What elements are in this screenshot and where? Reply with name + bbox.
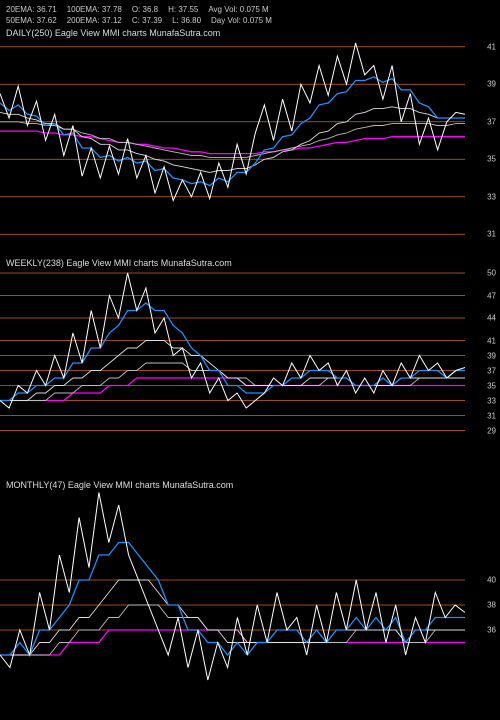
y-tick-label: 37: [487, 117, 496, 126]
chart-panel-1: WEEKLY(238) Eagle View MMI charts Munafa…: [0, 258, 500, 438]
header-stat: H: 37.55: [168, 5, 198, 14]
chart-svg: [0, 480, 465, 705]
y-tick-label: 38: [487, 601, 496, 610]
y-tick-label: 44: [487, 314, 496, 323]
header-stat: O: 36.8: [132, 5, 158, 14]
ema-header: 20EMA: 36.71 100EMA: 37.78 O: 36.8 H: 37.55…: [0, 0, 500, 30]
header-row-2: 50EMA: 37.62 200EMA: 37.12 C: 37.39 L: 36.8…: [6, 15, 494, 26]
header-stat: 200EMA: 37.12: [67, 16, 122, 25]
plot-area: [0, 28, 465, 253]
header-stat: Day Vol: 0.075 M: [211, 16, 272, 25]
y-tick-label: 33: [487, 192, 496, 201]
chart-panel-2: MONTHLY(47) Eagle View MMI charts Munafa…: [0, 480, 500, 705]
chart-panel-0: DAILY(250) Eagle View MMI charts MunafaS…: [0, 28, 500, 253]
y-axis-labels: 31 33 35 37 39 41: [465, 28, 500, 253]
header-stat: C: 37.39: [132, 16, 162, 25]
header-stat: 20EMA: 36.71: [6, 5, 57, 14]
header-stat: L: 36.80: [172, 16, 201, 25]
y-tick-label: 47: [487, 291, 496, 300]
y-axis-labels: 29 31 33 35 37 39 41 44 47 50: [465, 258, 500, 438]
header-stat: 50EMA: 37.62: [6, 16, 57, 25]
series-price: [0, 493, 465, 681]
header-stat: Avg Vol: 0.075 M: [208, 5, 268, 14]
y-tick-label: 50: [487, 269, 496, 278]
y-tick-label: 35: [487, 155, 496, 164]
y-tick-label: 37: [487, 366, 496, 375]
series-ema50: [0, 107, 465, 173]
y-tick-label: 40: [487, 576, 496, 585]
chart-svg: [0, 28, 465, 253]
y-tick-label: 36: [487, 626, 496, 635]
y-tick-label: 41: [487, 336, 496, 345]
y-tick-label: 31: [487, 411, 496, 420]
y-axis-labels: 36 38 40: [465, 480, 500, 705]
y-tick-label: 39: [487, 351, 496, 360]
chart-svg: [0, 258, 465, 438]
header-row-1: 20EMA: 36.71 100EMA: 37.78 O: 36.8 H: 37.55…: [6, 4, 494, 15]
plot-area: [0, 480, 465, 705]
y-tick-label: 33: [487, 396, 496, 405]
series-ema100: [0, 122, 465, 158]
series-ema20: [0, 543, 465, 656]
y-tick-label: 39: [487, 80, 496, 89]
y-tick-label: 31: [487, 230, 496, 239]
y-tick-label: 35: [487, 381, 496, 390]
plot-area: [0, 258, 465, 438]
y-tick-label: 41: [487, 42, 496, 51]
header-stat: 100EMA: 37.78: [67, 5, 122, 14]
y-tick-label: 29: [487, 426, 496, 435]
